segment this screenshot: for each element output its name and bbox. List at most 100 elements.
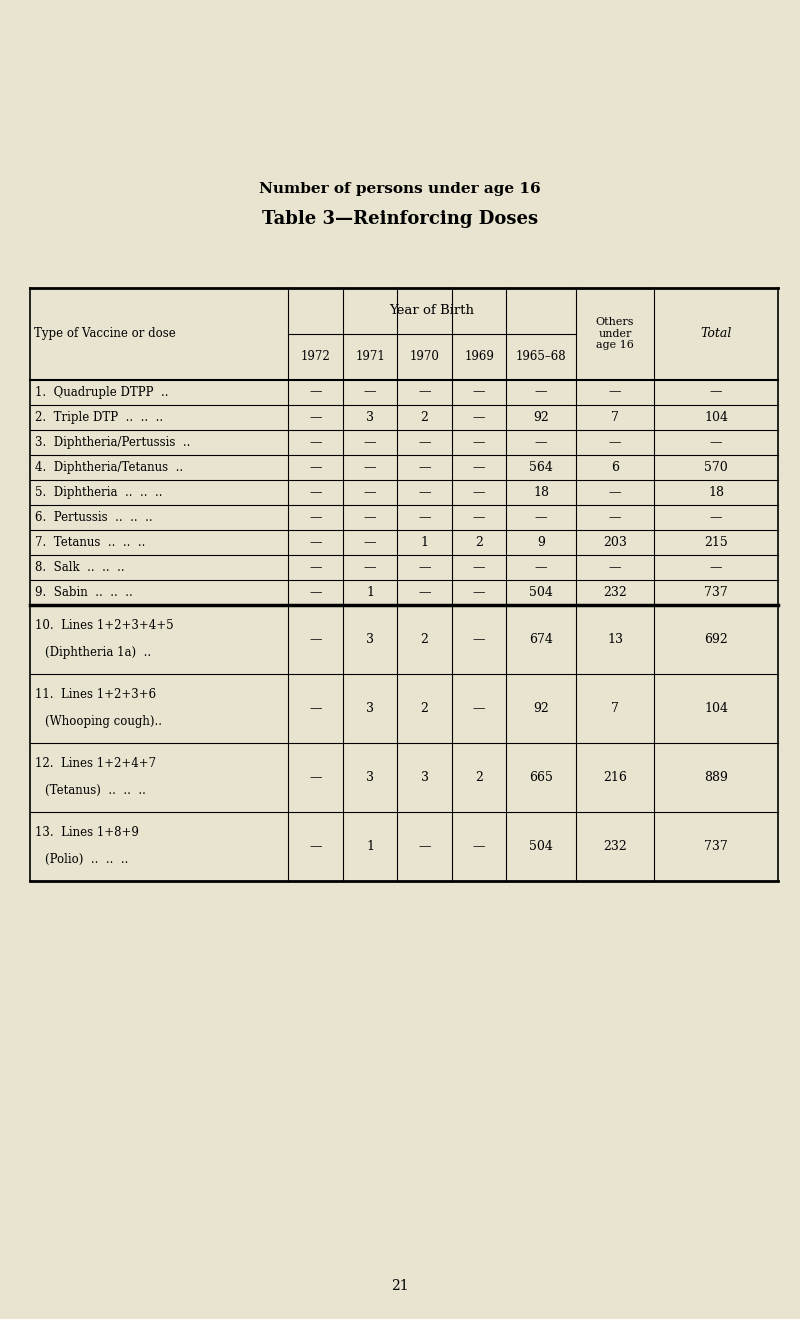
Text: 1: 1 xyxy=(366,586,374,599)
Text: 2: 2 xyxy=(421,410,429,423)
Text: —: — xyxy=(364,460,376,474)
Text: —: — xyxy=(310,510,322,524)
Text: —: — xyxy=(609,561,622,574)
Text: —: — xyxy=(535,561,547,574)
Text: —: — xyxy=(609,385,622,398)
Text: —: — xyxy=(473,633,486,646)
Text: —: — xyxy=(310,561,322,574)
Text: —: — xyxy=(310,772,322,785)
Text: 6: 6 xyxy=(611,460,619,474)
Text: 18: 18 xyxy=(708,485,724,499)
Text: 2: 2 xyxy=(421,633,429,646)
Text: 216: 216 xyxy=(603,772,627,785)
Text: 7: 7 xyxy=(611,702,619,715)
Text: —: — xyxy=(535,510,547,524)
Text: 104: 104 xyxy=(704,410,728,423)
Text: —: — xyxy=(535,385,547,398)
Text: 4.  Diphtheria/Tetanus  ..: 4. Diphtheria/Tetanus .. xyxy=(35,460,183,474)
Text: —: — xyxy=(364,485,376,499)
Text: —: — xyxy=(310,435,322,448)
Text: —: — xyxy=(473,460,486,474)
Text: —: — xyxy=(418,561,430,574)
Text: —: — xyxy=(364,510,376,524)
Text: 13.  Lines 1+8+9: 13. Lines 1+8+9 xyxy=(35,826,139,839)
Text: —: — xyxy=(310,536,322,549)
Text: Number of persons under age 16: Number of persons under age 16 xyxy=(259,182,541,195)
Text: 9: 9 xyxy=(537,536,545,549)
Text: 8.  Salk  ..  ..  ..: 8. Salk .. .. .. xyxy=(35,561,125,574)
Text: —: — xyxy=(609,435,622,448)
Text: 3: 3 xyxy=(366,702,374,715)
Text: Type of Vaccine or dose: Type of Vaccine or dose xyxy=(34,327,176,340)
Text: —: — xyxy=(364,435,376,448)
Text: —: — xyxy=(473,586,486,599)
Text: 1: 1 xyxy=(366,840,374,853)
Text: Year of Birth: Year of Birth xyxy=(390,305,474,317)
Text: 2: 2 xyxy=(475,772,483,785)
Text: —: — xyxy=(710,510,722,524)
Text: —: — xyxy=(473,385,486,398)
Text: —: — xyxy=(310,702,322,715)
Text: 737: 737 xyxy=(704,586,728,599)
Text: 1.  Quadruple DTPP  ..: 1. Quadruple DTPP .. xyxy=(35,385,169,398)
Text: —: — xyxy=(364,536,376,549)
Text: —: — xyxy=(418,435,430,448)
Text: —: — xyxy=(473,561,486,574)
Text: 18: 18 xyxy=(533,485,549,499)
Text: 665: 665 xyxy=(529,772,553,785)
Text: 1: 1 xyxy=(421,536,429,549)
Text: 21: 21 xyxy=(391,1279,409,1293)
Text: —: — xyxy=(310,410,322,423)
Text: 564: 564 xyxy=(529,460,553,474)
Text: —: — xyxy=(418,460,430,474)
Text: 3: 3 xyxy=(421,772,429,785)
Text: 504: 504 xyxy=(529,586,553,599)
Text: 674: 674 xyxy=(529,633,553,646)
Text: —: — xyxy=(364,385,376,398)
Text: 2: 2 xyxy=(421,702,429,715)
Text: —: — xyxy=(310,633,322,646)
Text: 889: 889 xyxy=(704,772,728,785)
Text: 10.  Lines 1+2+3+4+5: 10. Lines 1+2+3+4+5 xyxy=(35,620,174,632)
Text: 92: 92 xyxy=(534,410,549,423)
Text: 7: 7 xyxy=(611,410,619,423)
Text: 232: 232 xyxy=(603,586,627,599)
Text: 2.  Triple DTP  ..  ..  ..: 2. Triple DTP .. .. .. xyxy=(35,410,163,423)
Text: 1972: 1972 xyxy=(301,350,330,363)
Text: —: — xyxy=(310,385,322,398)
Text: Total: Total xyxy=(700,327,732,340)
Text: —: — xyxy=(418,485,430,499)
Text: 12.  Lines 1+2+4+7: 12. Lines 1+2+4+7 xyxy=(35,757,157,770)
Text: 104: 104 xyxy=(704,702,728,715)
Text: —: — xyxy=(418,385,430,398)
Text: —: — xyxy=(710,435,722,448)
Text: —: — xyxy=(310,485,322,499)
Text: —: — xyxy=(535,435,547,448)
Text: 1971: 1971 xyxy=(355,350,385,363)
Text: 203: 203 xyxy=(603,536,627,549)
Text: 2: 2 xyxy=(475,536,483,549)
Text: —: — xyxy=(473,840,486,853)
Text: 570: 570 xyxy=(704,460,728,474)
Text: —: — xyxy=(473,485,486,499)
Text: —: — xyxy=(310,586,322,599)
Text: 3: 3 xyxy=(366,633,374,646)
Text: 3.  Diphtheria/Pertussis  ..: 3. Diphtheria/Pertussis .. xyxy=(35,435,190,448)
Text: (Polio)  ..  ..  ..: (Polio) .. .. .. xyxy=(46,852,129,865)
Text: 504: 504 xyxy=(529,840,553,853)
Text: —: — xyxy=(473,410,486,423)
Text: —: — xyxy=(310,840,322,853)
Text: 5.  Diphtheria  ..  ..  ..: 5. Diphtheria .. .. .. xyxy=(35,485,163,499)
Text: —: — xyxy=(473,510,486,524)
Text: —: — xyxy=(473,702,486,715)
Text: Others
under
age 16: Others under age 16 xyxy=(596,317,634,350)
Text: 1965–68: 1965–68 xyxy=(516,350,566,363)
Text: 1970: 1970 xyxy=(410,350,439,363)
Text: 3: 3 xyxy=(366,772,374,785)
Text: 3: 3 xyxy=(366,410,374,423)
Text: 232: 232 xyxy=(603,840,627,853)
Text: 13: 13 xyxy=(607,633,623,646)
Text: 737: 737 xyxy=(704,840,728,853)
Text: 692: 692 xyxy=(704,633,728,646)
Text: —: — xyxy=(418,586,430,599)
